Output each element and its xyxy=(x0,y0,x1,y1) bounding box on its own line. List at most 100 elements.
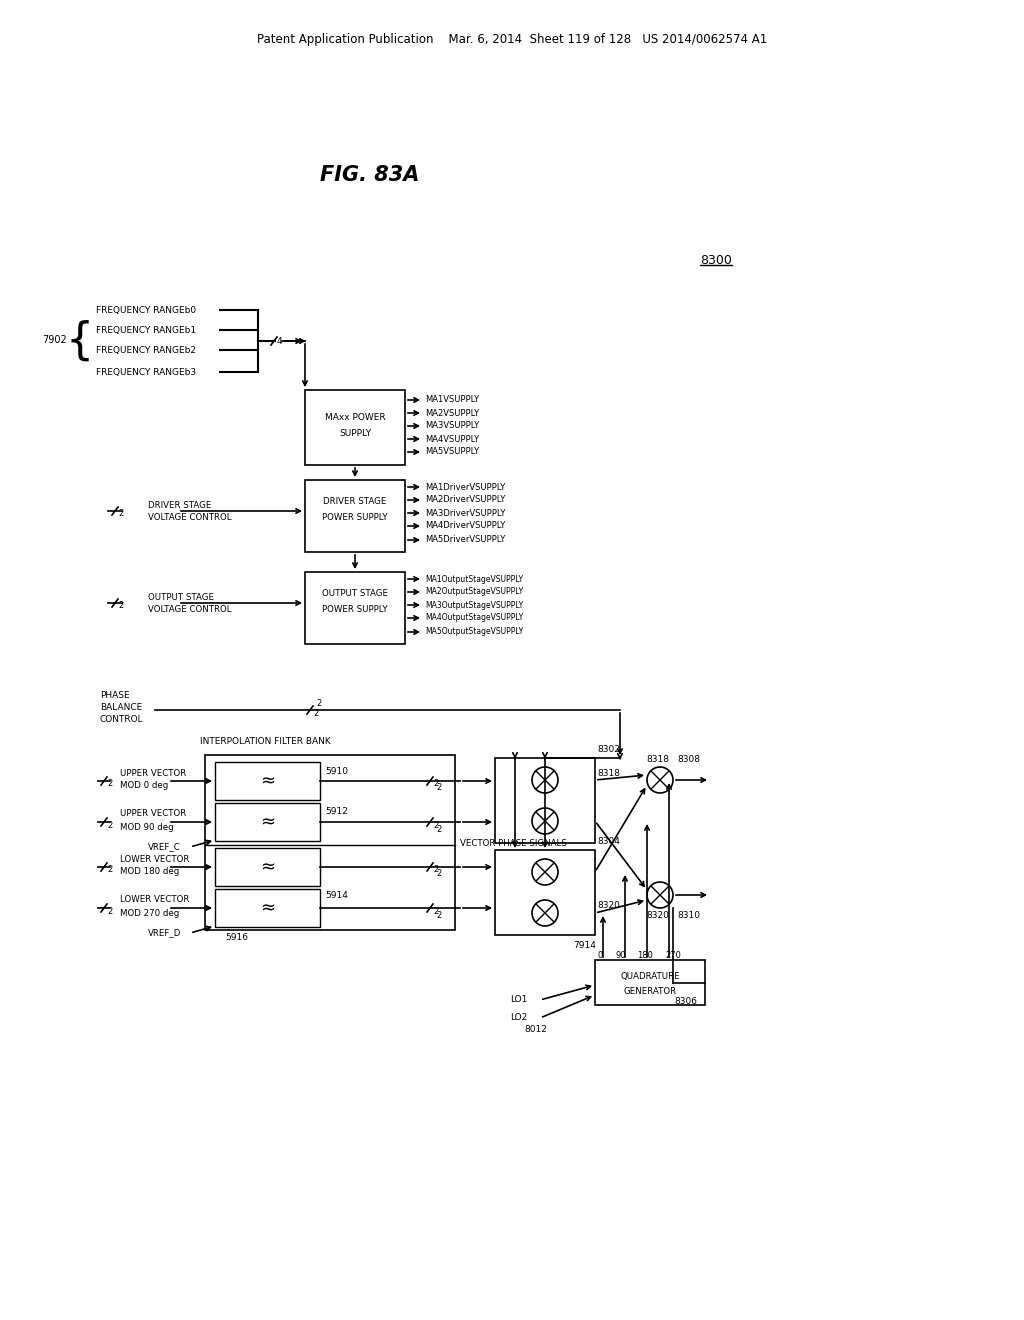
Text: 270: 270 xyxy=(665,950,681,960)
Text: DRIVER STAGE: DRIVER STAGE xyxy=(148,500,211,510)
Text: 8306: 8306 xyxy=(674,998,697,1006)
Text: 8304: 8304 xyxy=(597,837,620,846)
Bar xyxy=(215,888,319,927)
Text: 2: 2 xyxy=(106,866,113,874)
Text: PHASE: PHASE xyxy=(100,690,130,700)
Text: 8300: 8300 xyxy=(700,253,732,267)
Text: MA5DriverVSUPPLY: MA5DriverVSUPPLY xyxy=(425,536,505,544)
Text: MOD 180 deg: MOD 180 deg xyxy=(120,867,179,876)
Text: FREQUENCY RANGEb3: FREQUENCY RANGEb3 xyxy=(96,367,197,376)
Text: MA2DriverVSUPPLY: MA2DriverVSUPPLY xyxy=(425,495,505,504)
Text: MA2VSUPPLY: MA2VSUPPLY xyxy=(425,408,479,417)
Text: 2: 2 xyxy=(106,821,113,829)
Text: 2: 2 xyxy=(433,866,438,874)
Text: FREQUENCY RANGEb1: FREQUENCY RANGEb1 xyxy=(96,326,197,334)
Text: 8310: 8310 xyxy=(677,911,700,920)
Text: SUPPLY: SUPPLY xyxy=(339,429,371,438)
Text: 8308: 8308 xyxy=(677,755,700,764)
Bar xyxy=(495,758,595,843)
Text: CONTROL: CONTROL xyxy=(100,714,143,723)
Text: 2: 2 xyxy=(436,911,441,920)
Text: 0: 0 xyxy=(597,950,602,960)
Text: 2: 2 xyxy=(436,784,441,792)
Text: MA3OutputStageVSUPPLY: MA3OutputStageVSUPPLY xyxy=(425,601,523,610)
Text: LO1: LO1 xyxy=(510,995,527,1005)
Bar xyxy=(305,389,406,465)
Text: ≈: ≈ xyxy=(260,858,275,876)
Text: 8012: 8012 xyxy=(524,1026,547,1035)
Text: 2: 2 xyxy=(106,907,113,916)
Bar xyxy=(215,762,319,800)
Text: VREF_D: VREF_D xyxy=(148,928,181,937)
Text: FIG. 83A: FIG. 83A xyxy=(321,165,420,185)
Text: OUTPUT STAGE: OUTPUT STAGE xyxy=(148,593,214,602)
Text: INTERPOLATION FILTER BANK: INTERPOLATION FILTER BANK xyxy=(200,738,331,747)
Text: 2: 2 xyxy=(106,780,113,788)
Text: LOWER VECTOR: LOWER VECTOR xyxy=(120,895,189,904)
Text: POWER SUPPLY: POWER SUPPLY xyxy=(323,606,388,615)
Text: 2: 2 xyxy=(433,907,438,916)
Text: 5916: 5916 xyxy=(225,933,248,942)
Bar xyxy=(595,960,705,1005)
Text: ≈: ≈ xyxy=(260,899,275,917)
Text: MA5OutputStageVSUPPLY: MA5OutputStageVSUPPLY xyxy=(425,627,523,636)
Text: GENERATOR: GENERATOR xyxy=(624,987,677,997)
Text: MA1OutputStageVSUPPLY: MA1OutputStageVSUPPLY xyxy=(425,574,523,583)
Text: 7914: 7914 xyxy=(573,941,596,950)
Text: 90: 90 xyxy=(615,950,626,960)
Text: UPPER VECTOR: UPPER VECTOR xyxy=(120,768,186,777)
Bar xyxy=(305,480,406,552)
Bar xyxy=(495,850,595,935)
Text: 2: 2 xyxy=(436,870,441,879)
Text: 8320: 8320 xyxy=(646,911,669,920)
Bar xyxy=(205,755,455,931)
Bar xyxy=(305,572,406,644)
Text: FREQUENCY RANGEb2: FREQUENCY RANGEb2 xyxy=(96,346,196,355)
Text: MA5VSUPPLY: MA5VSUPPLY xyxy=(425,447,479,457)
Bar xyxy=(215,847,319,886)
Text: 5910: 5910 xyxy=(325,767,348,776)
Text: 4: 4 xyxy=(278,338,283,346)
Text: MA3DriverVSUPPLY: MA3DriverVSUPPLY xyxy=(425,508,506,517)
Text: MA3VSUPPLY: MA3VSUPPLY xyxy=(425,421,479,430)
Text: ≈: ≈ xyxy=(260,813,275,832)
Text: 2: 2 xyxy=(316,700,322,709)
Text: POWER SUPPLY: POWER SUPPLY xyxy=(323,513,388,523)
Text: MOD 90 deg: MOD 90 deg xyxy=(120,822,174,832)
Text: VECTOR PHASE SIGNALS: VECTOR PHASE SIGNALS xyxy=(460,838,566,847)
Text: 180: 180 xyxy=(637,950,653,960)
Text: LOWER VECTOR: LOWER VECTOR xyxy=(120,854,189,863)
Text: Patent Application Publication    Mar. 6, 2014  Sheet 119 of 128   US 2014/00625: Patent Application Publication Mar. 6, 2… xyxy=(257,33,767,46)
Bar xyxy=(215,803,319,841)
Text: 2: 2 xyxy=(433,821,438,829)
Text: 8318: 8318 xyxy=(597,768,620,777)
Text: 2: 2 xyxy=(436,825,441,833)
Text: 5912: 5912 xyxy=(325,808,348,817)
Text: 2: 2 xyxy=(118,602,123,610)
Text: MA1VSUPPLY: MA1VSUPPLY xyxy=(425,396,479,404)
Text: MAxx POWER: MAxx POWER xyxy=(325,413,385,422)
Text: MA2OutputStageVSUPPLY: MA2OutputStageVSUPPLY xyxy=(425,587,523,597)
Text: VOLTAGE CONTROL: VOLTAGE CONTROL xyxy=(148,513,231,523)
Text: {: { xyxy=(66,319,94,363)
Text: FREQUENCY RANGEb0: FREQUENCY RANGEb0 xyxy=(96,305,197,314)
Text: MA4DriverVSUPPLY: MA4DriverVSUPPLY xyxy=(425,521,505,531)
Text: 2: 2 xyxy=(313,709,318,718)
Text: UPPER VECTOR: UPPER VECTOR xyxy=(120,809,186,818)
Text: VOLTAGE CONTROL: VOLTAGE CONTROL xyxy=(148,606,231,615)
Text: MA4VSUPPLY: MA4VSUPPLY xyxy=(425,434,479,444)
Text: 8318: 8318 xyxy=(646,755,669,764)
Text: LO2: LO2 xyxy=(510,1014,527,1023)
Text: 8320: 8320 xyxy=(597,900,620,909)
Text: 8302: 8302 xyxy=(597,746,620,755)
Text: QUADRATURE: QUADRATURE xyxy=(621,972,680,981)
Text: VREF_C: VREF_C xyxy=(148,842,181,851)
Text: 7902: 7902 xyxy=(42,335,67,345)
Text: MOD 270 deg: MOD 270 deg xyxy=(120,908,179,917)
Text: 2: 2 xyxy=(433,780,438,788)
Text: ≈: ≈ xyxy=(260,772,275,789)
Text: OUTPUT STAGE: OUTPUT STAGE xyxy=(322,590,388,598)
Text: MA4OutputStageVSUPPLY: MA4OutputStageVSUPPLY xyxy=(425,614,523,623)
Text: MOD 0 deg: MOD 0 deg xyxy=(120,781,168,791)
Text: DRIVER STAGE: DRIVER STAGE xyxy=(324,498,387,507)
